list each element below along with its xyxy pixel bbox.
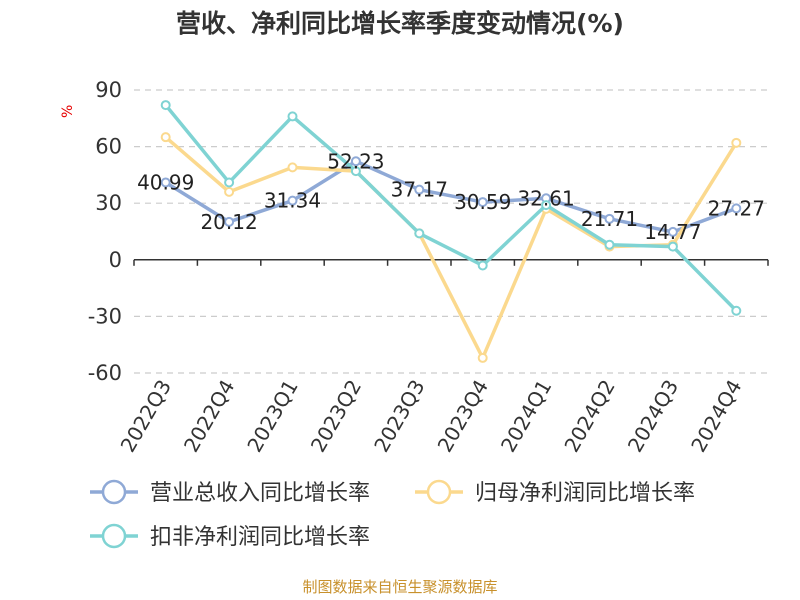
data-point xyxy=(667,226,678,237)
x-tick-label: 2024Q3 xyxy=(623,376,683,457)
data-point xyxy=(224,216,235,227)
legend-marker xyxy=(101,523,127,549)
data-point xyxy=(604,239,615,250)
data-label: 21.71 xyxy=(581,207,638,231)
data-point xyxy=(414,184,425,195)
data-point xyxy=(224,186,235,197)
data-point xyxy=(350,156,361,167)
data-label: 37.17 xyxy=(391,178,448,202)
data-point xyxy=(160,177,171,188)
y-tick-label: -60 xyxy=(88,361,122,385)
legend-marker xyxy=(101,479,127,505)
data-point xyxy=(287,195,298,206)
data-label: 31.34 xyxy=(264,189,321,213)
data-label: 20.12 xyxy=(200,210,257,234)
legend-label: 营业总收入同比增长率 xyxy=(150,481,370,506)
data-point xyxy=(667,241,678,252)
x-tick-label: 2023Q4 xyxy=(433,376,493,457)
y-axis-ticks: 90 60 30 0 -30 -60 xyxy=(88,78,122,385)
data-point xyxy=(731,203,742,214)
x-tick-label: 2023Q1 xyxy=(242,376,302,457)
data-point xyxy=(160,100,171,111)
series xyxy=(160,100,742,363)
x-tick-label: 2023Q2 xyxy=(306,376,366,457)
data-point xyxy=(287,111,298,122)
data-label: 32.61 xyxy=(517,186,574,210)
data-source-note: 制图数据来自恒生聚源数据库 xyxy=(302,578,498,596)
legend-label: 归母净利润同比增长率 xyxy=(475,481,695,506)
data-label: 14.77 xyxy=(644,220,701,244)
legend-item-3[interactable]: 扣非净利润同比增长率 xyxy=(90,523,370,550)
data-point xyxy=(414,228,425,239)
data-label: 30.59 xyxy=(454,190,511,214)
data-label: 27.27 xyxy=(708,196,765,220)
legend-item-2[interactable]: 归母净利润同比增长率 xyxy=(415,479,695,506)
x-tick-label: 2022Q3 xyxy=(116,376,176,457)
data-point xyxy=(731,137,742,148)
data-point xyxy=(350,166,361,177)
data-point xyxy=(541,200,552,211)
y-tick-label: -30 xyxy=(88,304,122,328)
y-tick-label: 90 xyxy=(95,78,122,102)
data-point xyxy=(160,132,171,143)
data-point xyxy=(731,305,742,316)
x-tick-label: 2024Q2 xyxy=(559,376,619,457)
x-axis xyxy=(133,259,769,266)
chart-title: 营收、净利同比增长率季度变动情况(%) xyxy=(176,9,624,38)
data-point xyxy=(224,177,235,188)
data-point xyxy=(477,197,488,208)
series-line-3 xyxy=(164,103,738,312)
data-point xyxy=(477,352,488,363)
x-tick-label: 2023Q3 xyxy=(369,376,429,457)
grid xyxy=(134,89,768,374)
legend-marker xyxy=(426,479,452,505)
data-point xyxy=(604,213,615,224)
series-line-1 xyxy=(164,159,737,234)
y-tick-label: 30 xyxy=(95,191,122,215)
data-point xyxy=(477,260,488,271)
y-tick-label: 0 xyxy=(109,248,122,272)
legend-item-1[interactable]: 营业总收入同比增长率 xyxy=(90,479,370,506)
x-tick-label: 2024Q4 xyxy=(686,376,746,457)
x-axis-ticks: 2022Q3 2022Q4 2023Q1 2023Q2 2023Q3 2023Q4 2024… xyxy=(116,376,747,457)
x-tick-label: 2024Q1 xyxy=(496,376,556,457)
y-tick-label: 60 xyxy=(95,135,122,159)
data-label: 40.99 xyxy=(137,170,194,194)
legend-label: 扣非净利润同比增长率 xyxy=(150,525,370,550)
data-label: 52.23 xyxy=(327,149,384,173)
data-point xyxy=(287,162,298,173)
x-tick-label: 2022Q4 xyxy=(179,376,239,457)
